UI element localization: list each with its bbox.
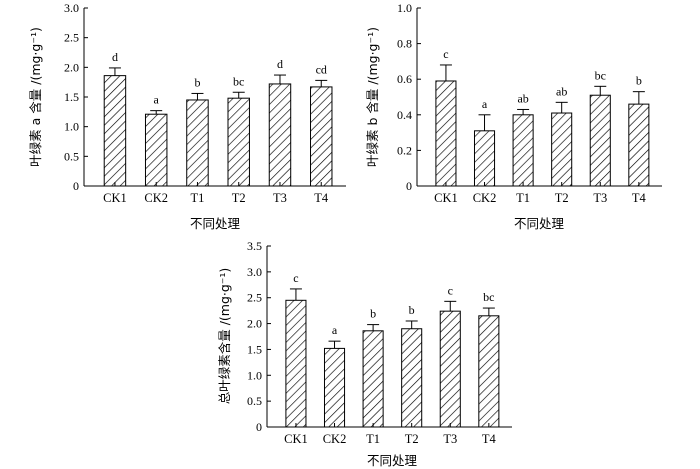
x-tick-label: T2 <box>232 191 246 205</box>
x-tick-label: T2 <box>555 191 569 205</box>
significance-label: ab <box>517 91 528 105</box>
significance-label: bc <box>233 74 244 88</box>
significance-label: c <box>293 271 298 285</box>
bar <box>285 299 307 428</box>
x-tick-label: T1 <box>366 432 380 446</box>
x-tick-label: T2 <box>405 432 419 446</box>
x-tick-label: T4 <box>632 191 647 205</box>
y-tick-label: 1.5 <box>247 342 262 356</box>
chart-panel-total-chlorophyll: 00.51.01.52.02.53.03.5 cab bc bc CK1 CK2 T1 T… <box>217 239 512 468</box>
significance-label: b <box>370 307 376 321</box>
y-tick-label: 0.8 <box>397 37 412 51</box>
x-tick-label: CK1 <box>434 191 458 205</box>
significance-label: b <box>409 303 415 317</box>
significance-label: d <box>112 50 118 64</box>
significance-label: ab <box>556 84 567 98</box>
significance-label: c <box>443 47 448 61</box>
y-tick-label: 0.5 <box>247 394 262 408</box>
x-tick-label: T3 <box>593 191 607 205</box>
y-tick-label: 0 <box>256 420 262 434</box>
x-tick-label: T1 <box>516 191 530 205</box>
significance-label: d <box>277 57 283 71</box>
x-tick-label: T4 <box>314 191 329 205</box>
y-tick-labels: 0 0.5 1.0 1.5 2.0 2.5 3.0 3.5 <box>247 239 271 434</box>
x-tick-label: T1 <box>191 191 205 205</box>
x-tick-label: T4 <box>482 432 497 446</box>
bar <box>227 97 250 187</box>
x-tick-label: T3 <box>273 191 287 205</box>
bars: d a b bc d cd <box>103 50 333 187</box>
y-tick-label: 3.0 <box>247 265 262 279</box>
bar <box>512 114 534 187</box>
x-axis-label: 不同处理 <box>367 453 418 468</box>
bar <box>551 112 573 187</box>
significance-label: a <box>482 97 488 111</box>
y-tick-label: 0 <box>406 179 412 193</box>
significance-label: bc <box>595 68 606 82</box>
bar <box>323 347 346 428</box>
y-tick-label: 0.2 <box>397 143 412 157</box>
bar <box>310 86 333 187</box>
x-tick-label: CK2 <box>323 432 347 446</box>
y-axis-label: 总叶绿素含量 /(mg·g⁻¹) <box>217 268 232 405</box>
bar <box>401 328 423 428</box>
bar <box>478 315 500 428</box>
y-tick-labels: 0 0.5 1.0 1.5 2.0 2.5 3.0 <box>64 1 88 193</box>
bar <box>103 75 127 187</box>
y-tick-label: 1.5 <box>64 90 79 104</box>
x-tick-label: CK1 <box>103 191 127 205</box>
y-tick-label: 3.0 <box>64 1 79 15</box>
significance-label: b <box>194 75 200 89</box>
bar <box>268 83 292 187</box>
y-tick-label: 2.5 <box>64 31 79 45</box>
significance-label: cd <box>316 62 327 76</box>
x-tick-label: CK2 <box>473 191 497 205</box>
y-tick-label: 2.0 <box>64 60 79 74</box>
significance-label: a <box>332 323 338 337</box>
bar <box>628 103 650 187</box>
y-tick-label: 2.0 <box>247 317 262 331</box>
y-tick-label: 0.5 <box>64 149 79 163</box>
significance-label: c <box>448 283 453 297</box>
bars: c a ab ab bc b <box>435 47 650 187</box>
y-tick-label: 1.0 <box>397 1 412 15</box>
bars: cab bc bc <box>285 271 500 428</box>
x-tick-label: CK1 <box>284 432 308 446</box>
y-tick-label: 3.5 <box>247 239 262 253</box>
y-axis-label: 叶绿素 b 含量 /(mg·g⁻¹) <box>365 27 380 167</box>
x-tick-labels: CK1 CK2 T1 T2 T3 T4 <box>434 182 647 205</box>
x-tick-labels: CK1 CK2 T1 T2 T3 T4 <box>284 423 497 446</box>
bar <box>589 94 611 187</box>
chart-panel-chlorophyll-b: 0 0.2 0.4 0.6 0.8 1.0 c a ab ab bc b CK1 CK2 T1 T2 T3 T… <box>365 1 662 231</box>
y-axis-label: 叶绿素 a 含量 /(mg·g⁻¹) <box>28 27 43 167</box>
chart-panel-chlorophyll-a: 0 0.5 1.0 1.5 2.0 2.5 3.0 d a b bc d cd CK1 CK2 T1 T2 T… <box>28 1 346 231</box>
x-axis-label: 不同处理 <box>514 216 565 231</box>
x-axis-label: 不同处理 <box>190 216 241 231</box>
y-tick-label: 1.0 <box>64 120 79 134</box>
y-tick-label: 0.4 <box>397 108 412 122</box>
significance-label: bc <box>483 290 494 304</box>
x-tick-labels: CK1 CK2 T1 T2 T3 T4 <box>103 182 329 205</box>
bar <box>362 330 384 428</box>
bar <box>473 130 496 187</box>
y-tick-labels: 0 0.2 0.4 0.6 0.8 1.0 <box>397 1 421 193</box>
x-tick-label: CK2 <box>144 191 168 205</box>
y-tick-label: 2.5 <box>247 291 262 305</box>
y-tick-label: 0 <box>73 179 79 193</box>
significance-label: b <box>636 74 642 88</box>
bar <box>144 113 168 187</box>
bar <box>439 310 461 428</box>
bar <box>435 80 457 187</box>
bar <box>186 99 209 187</box>
y-tick-label: 0.6 <box>397 72 412 86</box>
y-tick-label: 1.0 <box>247 368 262 382</box>
x-tick-label: T3 <box>443 432 457 446</box>
significance-label: a <box>154 93 160 107</box>
